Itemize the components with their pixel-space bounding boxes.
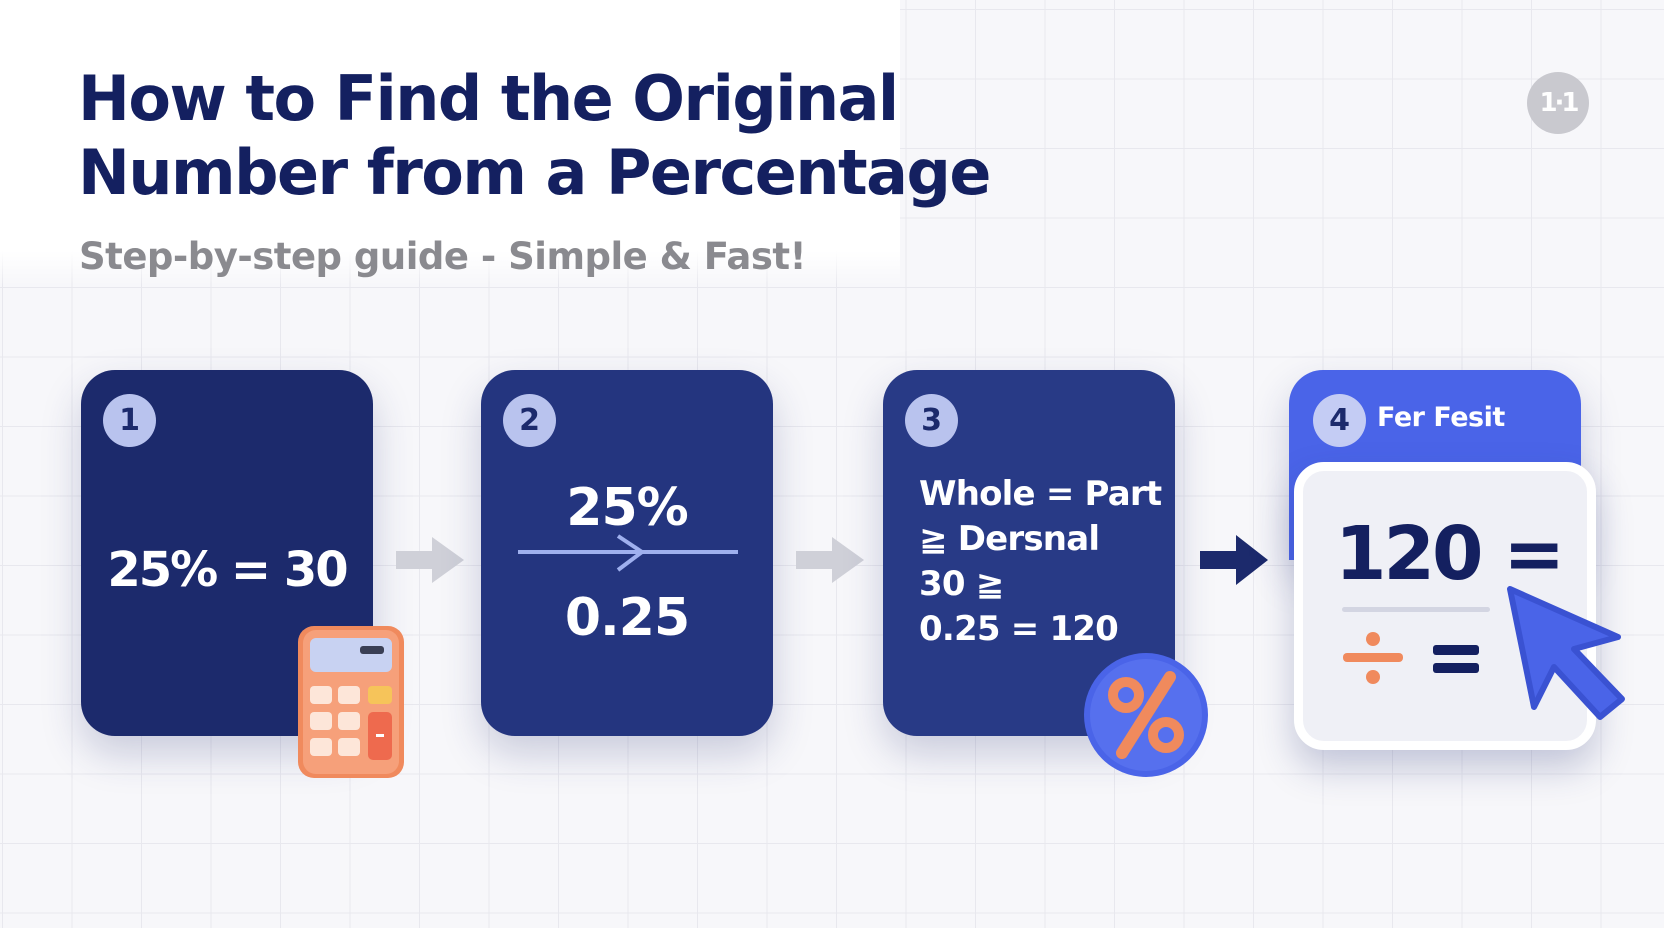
step-number-4: 4: [1313, 394, 1366, 447]
step-2-decimal: 0.25: [564, 588, 690, 648]
flow-arrow-2-icon: [796, 537, 864, 583]
arrow-line-icon: [518, 534, 738, 572]
step-card-4-result: 120 =: [1294, 462, 1596, 750]
calculator-icon: [298, 626, 404, 778]
flow-arrow-3-icon: [1200, 535, 1268, 585]
title-line-2: Number from a Percentage: [78, 136, 991, 209]
step-4-result: 120 =: [1335, 511, 1565, 597]
step-card-3: 3 Whole = Part ≧ Dersnal 30 ≧ 0.25 = 120: [883, 370, 1175, 736]
cursor-icon: [1507, 586, 1625, 720]
flow-arrow-1-icon: [396, 537, 464, 583]
step-3-line-4: 0.25 = 120: [919, 609, 1119, 649]
step-card-1: 1 25% = 30: [81, 370, 373, 736]
step-3-line-3: 30 ≧: [919, 564, 1004, 604]
step-number-3: 3: [905, 394, 958, 447]
step-2-percent: 25%: [566, 478, 688, 538]
step-4-label: Fer Fesit: [1377, 402, 1505, 433]
title-line-1: How to Find the Original: [78, 62, 899, 135]
step-number-1: 1: [103, 394, 156, 447]
page-subtitle: Step-by-step guide - Simple & Fast!: [79, 235, 806, 278]
step-number-2: 2: [503, 394, 556, 447]
step-3-line-2: ≧ Dersnal: [919, 519, 1100, 559]
page-title: How to Find the Original Number from a P…: [78, 62, 991, 210]
step-3-line-1: Whole = Part: [919, 474, 1162, 514]
divide-equals-icon: [1343, 632, 1479, 684]
step-1-equation: 25% = 30: [107, 542, 348, 598]
step-3-formula: Whole = Part ≧ Dersnal 30 ≧ 0.25 = 120: [919, 472, 1162, 652]
step-card-2: 2 25% 0.25: [481, 370, 773, 736]
result-divider: [1342, 607, 1490, 612]
percent-icon: [1084, 653, 1208, 777]
header-background: [0, 0, 900, 285]
corner-badge: 1·1: [1527, 72, 1589, 134]
